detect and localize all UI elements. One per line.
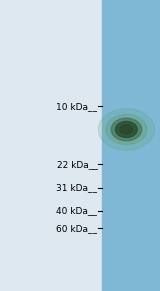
- Ellipse shape: [111, 118, 142, 141]
- Text: 60 kDa__: 60 kDa__: [56, 224, 97, 233]
- Ellipse shape: [106, 114, 147, 145]
- Text: 40 kDa__: 40 kDa__: [56, 207, 97, 215]
- Ellipse shape: [98, 109, 155, 150]
- Text: 31 kDa__: 31 kDa__: [56, 183, 97, 192]
- Bar: [102, 0, 160, 291]
- Text: 22 kDa__: 22 kDa__: [57, 160, 97, 169]
- Ellipse shape: [120, 125, 133, 134]
- Text: 10 kDa__: 10 kDa__: [56, 102, 97, 111]
- Ellipse shape: [116, 121, 137, 138]
